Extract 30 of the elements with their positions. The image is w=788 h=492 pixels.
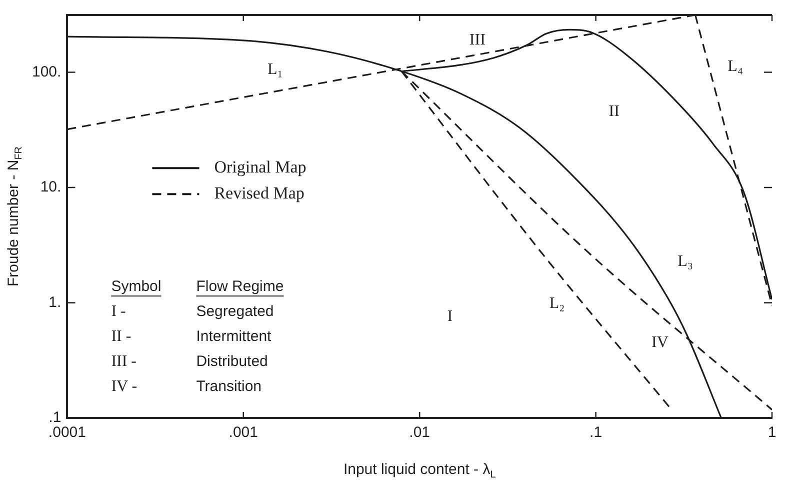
annotation: Transition: [196, 378, 262, 396]
annotation: L₁: [267, 61, 283, 78]
annotation: III: [469, 32, 486, 49]
annotation: L₃: [678, 253, 693, 270]
annotation: L₂: [549, 295, 565, 312]
annotation: Intermittent: [196, 328, 272, 346]
legend-label: Revised Map: [214, 184, 304, 203]
x-tick-label: .01: [409, 424, 430, 442]
annotation: Segregated: [196, 303, 274, 320]
annotation: Symbol: [111, 278, 162, 296]
annotation: Flow Regime: [196, 278, 284, 296]
y-axis-title: Froude number - NFR: [5, 146, 24, 287]
y-tick-label: .1: [48, 409, 62, 426]
annotation: II: [608, 102, 620, 120]
annotation: I -: [111, 303, 126, 320]
x-tick-label: .0001: [48, 424, 86, 442]
annotation: III -: [111, 353, 137, 370]
y-tick-label: 10.: [40, 178, 62, 196]
x-tick-label: .001: [228, 424, 258, 442]
annotation: II -: [111, 328, 132, 346]
x-tick-label: .1: [590, 424, 602, 442]
annotation: IV -: [111, 378, 138, 396]
annotation: IV: [651, 334, 669, 352]
y-tick-label: 1.: [48, 294, 62, 311]
y-tick-label: 100.: [32, 63, 62, 80]
annotation: L₄: [728, 58, 744, 75]
x-tick-label: 1: [768, 424, 776, 442]
annotation: Distributed: [196, 353, 268, 370]
legend-label: Original Map: [214, 158, 306, 177]
annotation: I: [447, 308, 453, 326]
